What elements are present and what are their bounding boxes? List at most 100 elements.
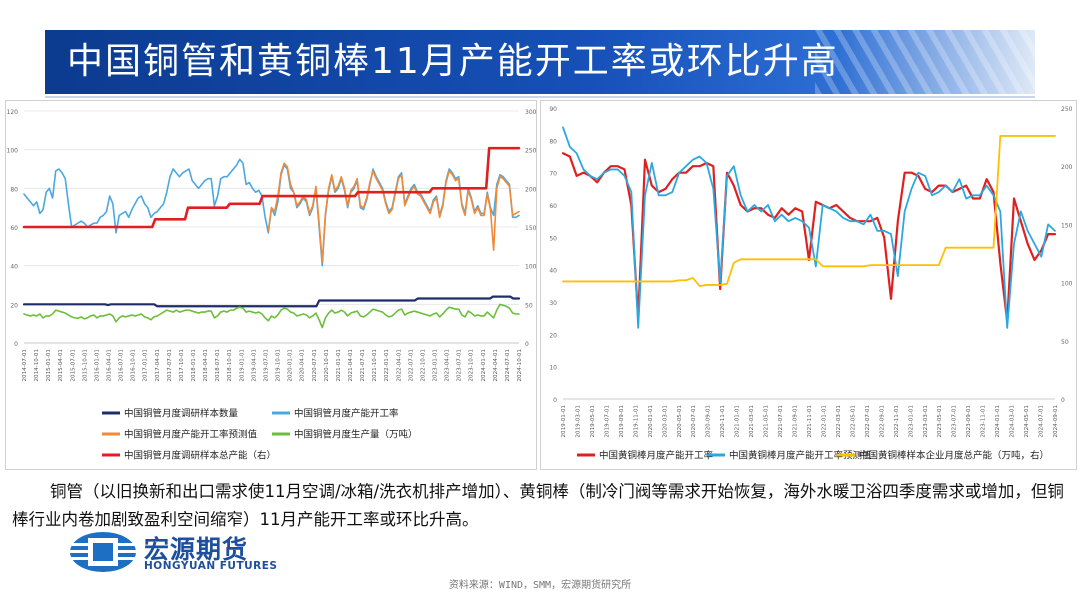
x-axis-tick-label: 2021-01-01 [735,405,741,438]
x-axis-tick-label: 2023-07-01 [457,349,463,382]
legend-label: 中国铜管月度产能开工率 [294,408,399,420]
series-line [562,135,1056,287]
x-axis-tick-label: 2023-11-01 [981,405,987,438]
x-axis-tick-label: 2024-07-01 [1039,405,1045,438]
x-axis-tick-label: 2021-11-01 [807,405,813,438]
x-axis-tick-label: 2022-10-01 [420,349,426,382]
x-axis-tick-label: 2021-05-01 [764,405,770,438]
description-body: 铜管（以旧换新和出口需求使11月空调/冰箱/洗衣机排产增加）、黄铜棒（制冷门阀等… [12,482,1064,529]
series-line [267,162,520,263]
left-axis-tick-label: 60 [10,225,18,232]
left-axis-tick-label: 10 [549,365,557,372]
series-line [562,126,1056,329]
right-axis-tick-label: 150 [525,225,536,232]
x-axis-tick-label: 2021-03-01 [749,405,755,438]
x-axis-tick-label: 2022-05-01 [850,405,856,438]
legend-label: 中国铜管月度生产量（万吨） [294,429,418,441]
x-axis-tick-label: 2021-01-01 [336,349,342,382]
right-axis-tick-label: 100 [1061,281,1073,288]
x-axis-tick-label: 2020-03-01 [662,405,668,438]
divider [45,96,1035,98]
x-axis-tick-label: 2021-04-01 [348,349,354,382]
x-axis-tick-label: 2014-10-01 [34,349,40,382]
x-axis-tick-label: 2024-05-01 [1024,405,1030,438]
right-axis-tick-label: 200 [1061,164,1073,171]
x-axis-tick-label: 2016-07-01 [119,349,125,382]
x-axis-tick-label: 2023-10-01 [469,349,475,382]
x-axis-tick-label: 2023-05-01 [937,405,943,438]
x-axis-tick-label: 2022-07-01 [865,405,871,438]
left-axis-tick-label: 100 [7,148,19,155]
copper-tube-chart-panel: 0 20 40 60 80 100 120 0 50 100 150 200 250 300 2014-07… [5,100,537,470]
series-line [22,146,521,229]
left-axis-tick-label: 70 [549,171,557,178]
x-axis-tick-label: 2015-10-01 [82,349,88,382]
left-axis-tick-label: 80 [549,138,557,145]
x-axis-tick-label: 2018-04-01 [203,349,209,382]
x-axis-tick-label: 2024-07-01 [505,349,511,382]
x-axis-tick-label: 2022-01-01 [821,405,827,438]
left-axis-tick-label: 50 [549,235,557,242]
x-axis-tick-label: 2024-04-01 [493,349,499,382]
x-axis-tick-label: 2015-07-01 [70,349,76,382]
right-axis-tick-label: 150 [1061,222,1073,229]
page-title: 中国铜管和黄铜棒11月产能开工率或环比升高 [67,41,839,82]
left-axis-tick-label: 80 [10,186,18,193]
x-axis-tick-label: 2023-01-01 [908,405,914,438]
x-axis-tick-label: 2020-01-01 [648,405,654,438]
right-axis-tick-label: 250 [1061,106,1073,113]
right-axis-tick-label: 0 [525,341,529,348]
data-source: 资料来源：WIND，SMM，宏源期货研究所 [448,580,632,591]
description-text: 铜管（以旧换新和出口需求使11月空调/冰箱/洗衣机排产增加）、黄铜棒（制冷门阀等… [12,478,1072,534]
series-line [22,295,521,308]
x-axis-tick-label: 2019-07-01 [604,405,610,438]
x-axis-tick-label: 2017-01-01 [143,349,149,382]
right-axis-tick-label: 100 [525,264,536,271]
left-axis-tick-label: 30 [549,300,557,307]
legend-label: 中国铜管月度产能开工率预测值 [124,429,258,441]
x-axis-tick-label: 2020-05-01 [677,405,683,438]
legend-label: 中国黄铜棒月度产能开工率 [599,450,714,462]
x-axis-tick-label: 2016-10-01 [131,349,137,382]
x-axis-tick-label: 2023-09-01 [966,405,972,438]
x-axis-tick-label: 2019-07-01 [263,349,269,382]
x-axis-tick-label: 2024-01-01 [481,349,487,382]
x-axis-tick-label: 2019-05-01 [590,405,596,438]
x-axis-tick-label: 2017-04-01 [155,349,161,382]
right-axis-tick-label: 50 [1061,339,1069,346]
right-axis-tick-label: 0 [1061,397,1065,404]
x-axis-tick-label: 2020-07-01 [691,405,697,438]
right-axis-tick-label: 200 [525,186,536,193]
legend-label: 中国黄铜棒样本企业月度总产能（万吨，右） [859,450,1049,462]
x-axis-tick-label: 2021-07-01 [778,405,784,438]
x-axis-tick-label: 2021-07-01 [360,349,366,382]
left-axis-tick-label: 0 [14,341,18,348]
legend-label: 中国铜管月度调研样本总产能（右） [124,450,276,462]
x-axis-tick-label: 2020-04-01 [300,349,306,382]
x-axis-tick-label: 2015-04-01 [58,349,64,382]
legend-label: 中国铜管月度调研样本数量 [124,408,239,420]
series-line [23,303,520,329]
left-axis-tick-label: 40 [10,264,18,271]
x-axis-tick-label: 2017-10-01 [179,349,185,382]
logo-chinese-name: 宏源期货 [144,535,249,564]
x-axis-tick-label: 2016-04-01 [107,349,113,382]
right-axis-tick-label: 50 [525,302,533,309]
x-axis-tick-label: 2016-01-01 [94,349,100,382]
x-axis-tick-label: 2020-09-01 [706,405,712,438]
x-axis-tick-label: 2014-07-01 [22,349,28,382]
x-axis-tick-label: 2015-01-01 [46,349,52,382]
company-logo: 宏源期货 HONGYUAN FUTURES [68,528,308,576]
left-axis-tick-label: 60 [549,203,557,210]
brass-rod-chart-panel: 0 10 20 30 40 50 60 70 80 90 0 50 100 150 200 250 2019-0… [540,100,1077,470]
x-axis-tick-label: 2018-10-01 [227,349,233,382]
logo-mark-icon [68,532,138,572]
x-axis-tick-label: 2018-01-01 [191,349,197,382]
x-axis-tick-label: 2024-03-01 [1010,405,1016,438]
banner-decoration [815,30,1035,94]
copper-tube-chart: 0 20 40 60 80 100 120 0 50 100 150 200 250 300 2014-07… [7,109,537,462]
x-axis-tick-label: 2021-10-01 [372,349,378,382]
left-axis-tick-label: 20 [549,332,557,339]
logo-english-name: HONGYUAN FUTURES [144,560,278,572]
brass-rod-chart: 0 10 20 30 40 50 60 70 80 90 0 50 100 150 200 250 2019-0… [549,106,1073,462]
